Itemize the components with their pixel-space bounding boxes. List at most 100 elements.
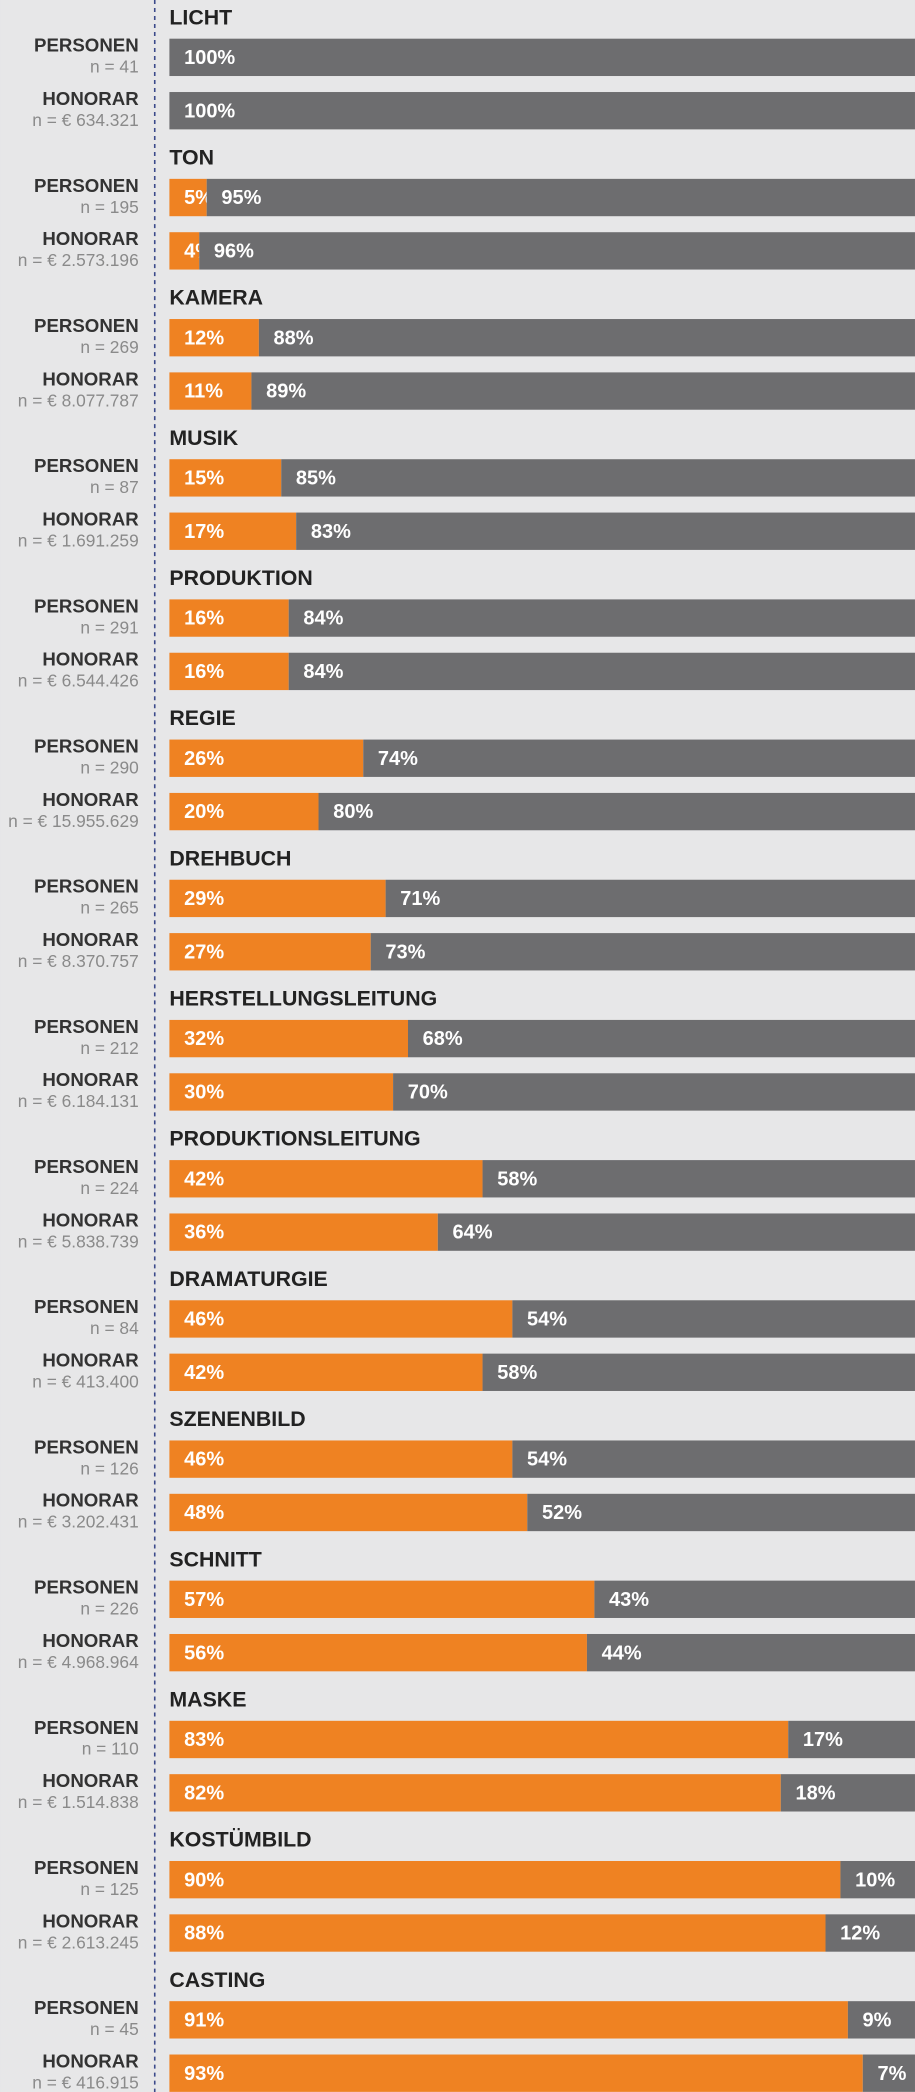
value-label: 10%: [855, 1869, 895, 1891]
n-label: n = € 6.184.131: [18, 1091, 139, 1111]
group-title: KAMERA: [169, 286, 263, 310]
bar-segment: [840, 1860, 915, 1899]
n-label: n = 226: [80, 1599, 138, 1619]
bar-segment: [169, 1073, 394, 1111]
bar-segment: [169, 38, 915, 77]
bar-segment: [169, 2054, 863, 2092]
value-label: 9%: [863, 2009, 892, 2031]
bar-segment: [169, 933, 371, 971]
value-label: 88%: [184, 1923, 224, 1945]
bar-segment: [206, 178, 915, 217]
value-label: 32%: [184, 1028, 224, 1050]
bar-segment: [512, 1300, 915, 1338]
bar-segment: [296, 512, 915, 550]
row-label: HONORAR: [42, 2050, 139, 2071]
value-label: 85%: [296, 468, 336, 490]
row-label: HONORAR: [42, 1770, 139, 1791]
group-title: TON: [169, 145, 214, 169]
value-label: 16%: [184, 608, 224, 630]
row-label: PERSONEN: [34, 1717, 139, 1738]
group-title: DREHBUCH: [169, 846, 291, 870]
n-label: n = 265: [80, 898, 138, 918]
group-title: HERSTELLUNGSLEITUNG: [169, 987, 437, 1011]
group-title: REGIE: [169, 706, 235, 730]
n-label: n = € 413.400: [32, 1372, 138, 1392]
bar-segment: [594, 1580, 915, 1618]
bar-segment: [169, 1213, 438, 1251]
group-title: SZENENBILD: [169, 1407, 305, 1431]
value-label: 43%: [609, 1589, 649, 1611]
n-label: n = 126: [80, 1458, 138, 1478]
bar-segment: [169, 512, 297, 550]
value-label: 80%: [333, 801, 373, 823]
row-label: HONORAR: [42, 509, 139, 530]
row-label: PERSONEN: [34, 876, 139, 897]
group-title: CASTING: [169, 1968, 265, 1992]
n-label: n = € 2.613.245: [18, 1932, 139, 1952]
row-label: PERSONEN: [34, 595, 139, 616]
bar-segment: [825, 1914, 915, 1952]
value-label: 54%: [527, 1449, 567, 1471]
value-label: 29%: [184, 888, 224, 910]
value-label: 17%: [184, 521, 224, 543]
bar-segment: [288, 599, 915, 637]
value-label: 36%: [184, 1222, 224, 1244]
n-label: n = € 8.077.787: [18, 390, 139, 410]
group-title: PRODUKTION: [169, 566, 312, 590]
bar-segment: [169, 1019, 408, 1058]
n-label: n = € 4.968.964: [18, 1652, 139, 1672]
n-label: n = € 8.370.757: [18, 951, 139, 971]
bar-segment: [169, 1774, 781, 1812]
group-title: SCHNITT: [169, 1547, 261, 1571]
value-label: 48%: [184, 1502, 224, 1524]
bar-segment: [482, 1160, 915, 1198]
bar-segment: [169, 1860, 841, 1899]
value-label: 54%: [527, 1309, 567, 1331]
value-label: 95%: [221, 187, 261, 209]
bar-segment: [437, 1213, 915, 1251]
group-title: DRAMATURGIE: [169, 1267, 327, 1291]
n-label: n = 290: [80, 757, 138, 777]
bar-segment: [385, 879, 915, 918]
n-label: n = 125: [80, 1879, 138, 1899]
bar-segment: [169, 599, 289, 637]
value-label: 12%: [840, 1923, 880, 1945]
row-label: HONORAR: [42, 1209, 139, 1230]
value-label: 20%: [184, 801, 224, 823]
value-label: 100%: [184, 100, 235, 122]
value-label: 17%: [803, 1729, 843, 1751]
n-label: n = 195: [80, 197, 138, 217]
row-label: HONORAR: [42, 929, 139, 950]
value-label: 93%: [184, 2063, 224, 2085]
n-label: n = 45: [90, 2019, 139, 2039]
row-label: HONORAR: [42, 1069, 139, 1090]
value-label: 30%: [184, 1082, 224, 1104]
bar-segment: [169, 2001, 848, 2039]
n-label: n = 224: [80, 1178, 139, 1198]
bar-segment: [169, 879, 386, 918]
n-label: n = 269: [80, 337, 138, 357]
n-label: n = 110: [82, 1739, 139, 1759]
bar-segment: [318, 792, 915, 831]
bar-segment: [169, 459, 282, 497]
row-label: PERSONEN: [34, 1296, 139, 1317]
n-label: n = 84: [90, 1318, 139, 1338]
bar-segment: [482, 1353, 915, 1391]
value-label: 73%: [385, 941, 425, 963]
bar-segment: [407, 1019, 915, 1058]
row-label: PERSONEN: [34, 175, 139, 196]
row-label: PERSONEN: [34, 1857, 139, 1878]
row-label: HONORAR: [42, 1910, 139, 1931]
group-title: PRODUKTIONSLEITUNG: [169, 1127, 420, 1151]
bar-segment: [169, 372, 252, 410]
row-label: PERSONEN: [34, 1997, 139, 2018]
bar-segment: [169, 1160, 483, 1198]
value-label: 88%: [274, 327, 314, 349]
bar-segment: [862, 2054, 915, 2092]
n-label: n = € 5.838.739: [18, 1231, 139, 1251]
bar-segment: [512, 1440, 915, 1478]
n-label: n = € 3.202.431: [18, 1512, 139, 1532]
value-label: 83%: [311, 521, 351, 543]
value-label: 68%: [423, 1028, 463, 1050]
